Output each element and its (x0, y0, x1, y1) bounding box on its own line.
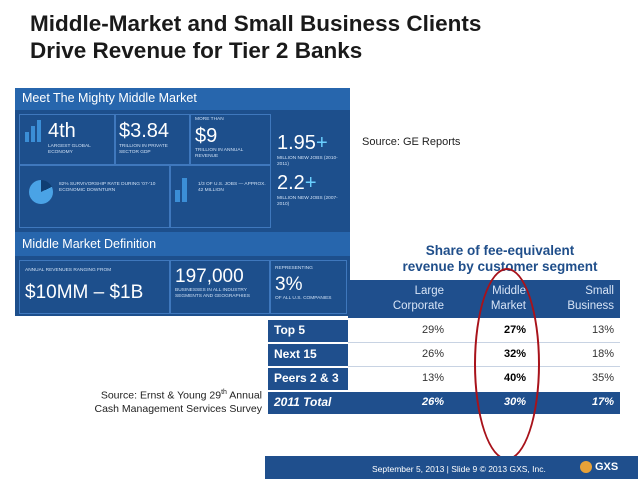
stat-survivorship-label: 82% SURVIVORSHIP RATE DURING '07-'10 ECO… (59, 182, 156, 193)
stat-new-jobs-1: 1.95+ (277, 132, 328, 154)
def-revenue-range: $10MM – $1B (25, 282, 144, 303)
definition-header-bar (15, 232, 350, 256)
def-businesses: 197,000 (175, 266, 244, 287)
def-businesses-label: BUSINESSES IN ALL INDUSTRY SEGMENTS AND … (175, 288, 250, 299)
stat-4th-label: LARGEST GLOBAL ECONOMY (48, 144, 91, 155)
bar-chart-icon (25, 120, 45, 142)
pie-chart-icon (29, 180, 53, 204)
def-percent-label: OF ALL U.S. COMPANIES (275, 296, 332, 301)
highlight-circle (474, 268, 540, 460)
table-cell: 26% (421, 348, 444, 360)
row-label: Top 5 (274, 323, 306, 337)
infographic-header-bar (15, 88, 350, 110)
definition-header: Middle Market Definition (22, 237, 157, 251)
def-cell-2 (169, 260, 271, 314)
table-cell: 13% (591, 324, 614, 336)
stat-4th: 4th (48, 120, 76, 142)
table-cell: 26% (421, 396, 444, 408)
stat-revenue-label: TRILLION IN ANNUAL REVENUE (195, 148, 244, 159)
col-header-large-corporate: Large Corporate (392, 285, 444, 312)
slide-title: Middle-Market and Small Business Clients… (30, 10, 630, 64)
table-cell: 35% (591, 372, 614, 384)
stat-new-jobs-2: 2.2+ (277, 172, 317, 194)
logo-text: GXS (595, 461, 619, 473)
logo-mark-icon (580, 461, 592, 473)
infographic-header: Meet The Mighty Middle Market (22, 91, 197, 105)
row-label: Peers 2 & 3 (274, 371, 339, 385)
stat-new-jobs-2-label: MILLION NEW JOBS (2007-2010) (277, 196, 338, 207)
slide-title-line1: Middle-Market and Small Business Clients (30, 11, 482, 36)
source-ernst-young: Source: Ernst & Young 29th Annual Cash M… (94, 389, 263, 415)
def-cell-1 (19, 260, 171, 314)
stat-cell-2 (114, 114, 191, 166)
def-percent: 3% (275, 274, 303, 295)
middle-market-infographic: Meet The Mighty Middle Market 4th LARGES… (15, 88, 350, 316)
slide-title-line2: Drive Revenue for Tier 2 Banks (30, 38, 363, 63)
table-row-total: 2011 Total 26% 30% 17% (268, 392, 620, 414)
table-row: Top 5 29% 27% 13% (268, 320, 620, 342)
stat-new-jobs-1-label: MILLION NEW JOBS (2010-2011) (277, 156, 338, 167)
def-representing: REPRESENTING (275, 266, 313, 271)
source-ge-reports: Source: GE Reports (362, 136, 461, 148)
table-row: Peers 2 & 3 13% 40% 35% (268, 368, 620, 390)
stat-revenue: $9 (195, 125, 218, 147)
footer-bar (265, 456, 638, 479)
table-row: Next 15 26% 32% 18% (268, 344, 620, 366)
stat-cell-1 (19, 114, 116, 166)
chart-title: Share of fee-equivalent revenue by custo… (380, 243, 620, 275)
stat-us-jobs-label: 1/3 OF U.S. JOBS — APPROX. 42 MILLION (198, 182, 266, 193)
col-header-small-business: Small Business (567, 285, 614, 312)
gxs-logo: GXS (580, 460, 636, 475)
stat-cell-3 (189, 114, 271, 166)
stat-gdp-label: TRILLION IN PRIVATE SECTOR GDP (119, 144, 168, 155)
chart-title-line2: revenue by customer segment (402, 259, 598, 274)
table-cell: 13% (421, 372, 444, 384)
stat-gdp: $3.84 (119, 120, 170, 142)
table-cell: 17% (591, 396, 614, 408)
def-revenue-label: ANNUAL REVENUES RANGING FROM (25, 268, 112, 273)
stat-cell-5 (19, 164, 171, 228)
bar-chart-icon (175, 178, 195, 202)
chart-title-line1: Share of fee-equivalent (425, 243, 575, 258)
def-cell-3 (269, 260, 347, 314)
table-cell: 29% (421, 324, 444, 336)
row-label: Next 15 (274, 347, 317, 361)
footer-text: September 5, 2013 | Slide 9 © 2013 GXS, … (372, 464, 546, 474)
row-label: 2011 Total (274, 395, 332, 409)
stat-revenue-top: MORE THAN (195, 117, 224, 122)
table-cell: 18% (591, 348, 614, 360)
stat-cell-6 (169, 164, 271, 228)
